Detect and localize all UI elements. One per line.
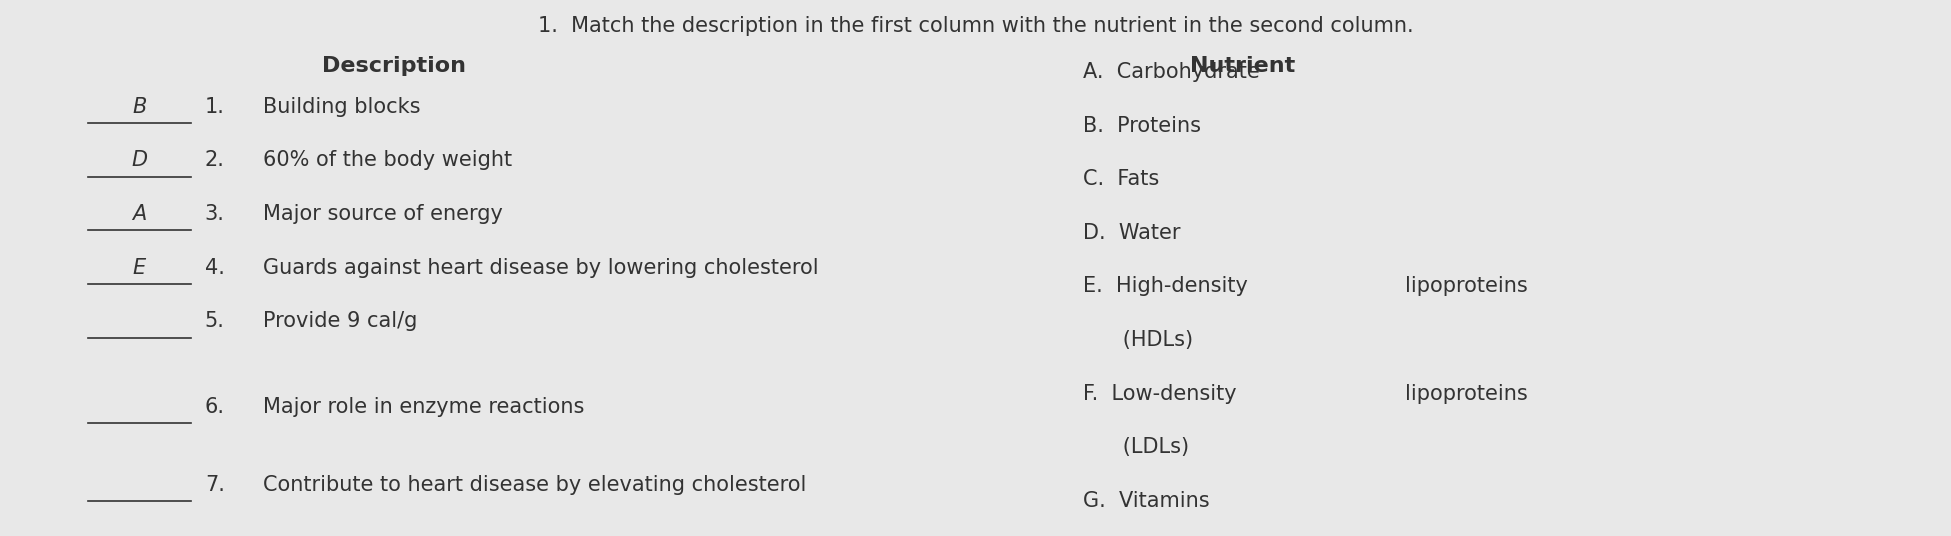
Text: Guards against heart disease by lowering cholesterol: Guards against heart disease by lowering…: [263, 258, 819, 278]
Text: B.  Proteins: B. Proteins: [1083, 116, 1200, 136]
Text: Building blocks: Building blocks: [263, 97, 421, 117]
Text: 6.: 6.: [205, 397, 224, 417]
Text: F.  Low-density: F. Low-density: [1083, 384, 1237, 404]
Text: 5.: 5.: [205, 311, 224, 331]
Text: Description: Description: [322, 56, 466, 76]
Text: (HDLs): (HDLs): [1083, 330, 1192, 350]
Text: 7.: 7.: [205, 475, 224, 495]
Text: Nutrient: Nutrient: [1190, 56, 1295, 76]
Text: (LDLs): (LDLs): [1083, 437, 1188, 457]
Text: 2.: 2.: [205, 151, 224, 170]
Text: E.  High-density: E. High-density: [1083, 277, 1249, 296]
Text: Provide 9 cal/g: Provide 9 cal/g: [263, 311, 418, 331]
Text: D.  Water: D. Water: [1083, 223, 1180, 243]
Text: lipoproteins: lipoproteins: [1405, 384, 1528, 404]
Text: 60% of the body weight: 60% of the body weight: [263, 151, 513, 170]
Text: E: E: [133, 258, 146, 278]
Text: 1.: 1.: [205, 97, 224, 117]
Text: 1.  Match the description in the first column with the nutrient in the second co: 1. Match the description in the first co…: [538, 16, 1413, 36]
Text: Major role in enzyme reactions: Major role in enzyme reactions: [263, 397, 585, 417]
Text: D: D: [131, 151, 148, 170]
Text: 3.: 3.: [205, 204, 224, 224]
Text: A: A: [133, 204, 146, 224]
Text: A.  Carbohydrate: A. Carbohydrate: [1083, 62, 1260, 82]
Text: B: B: [133, 97, 146, 117]
Text: C.  Fats: C. Fats: [1083, 169, 1159, 189]
Text: Contribute to heart disease by elevating cholesterol: Contribute to heart disease by elevating…: [263, 475, 808, 495]
Text: G.  Vitamins: G. Vitamins: [1083, 491, 1210, 511]
Text: 4.: 4.: [205, 258, 224, 278]
Text: Major source of energy: Major source of energy: [263, 204, 503, 224]
Text: lipoproteins: lipoproteins: [1405, 277, 1528, 296]
